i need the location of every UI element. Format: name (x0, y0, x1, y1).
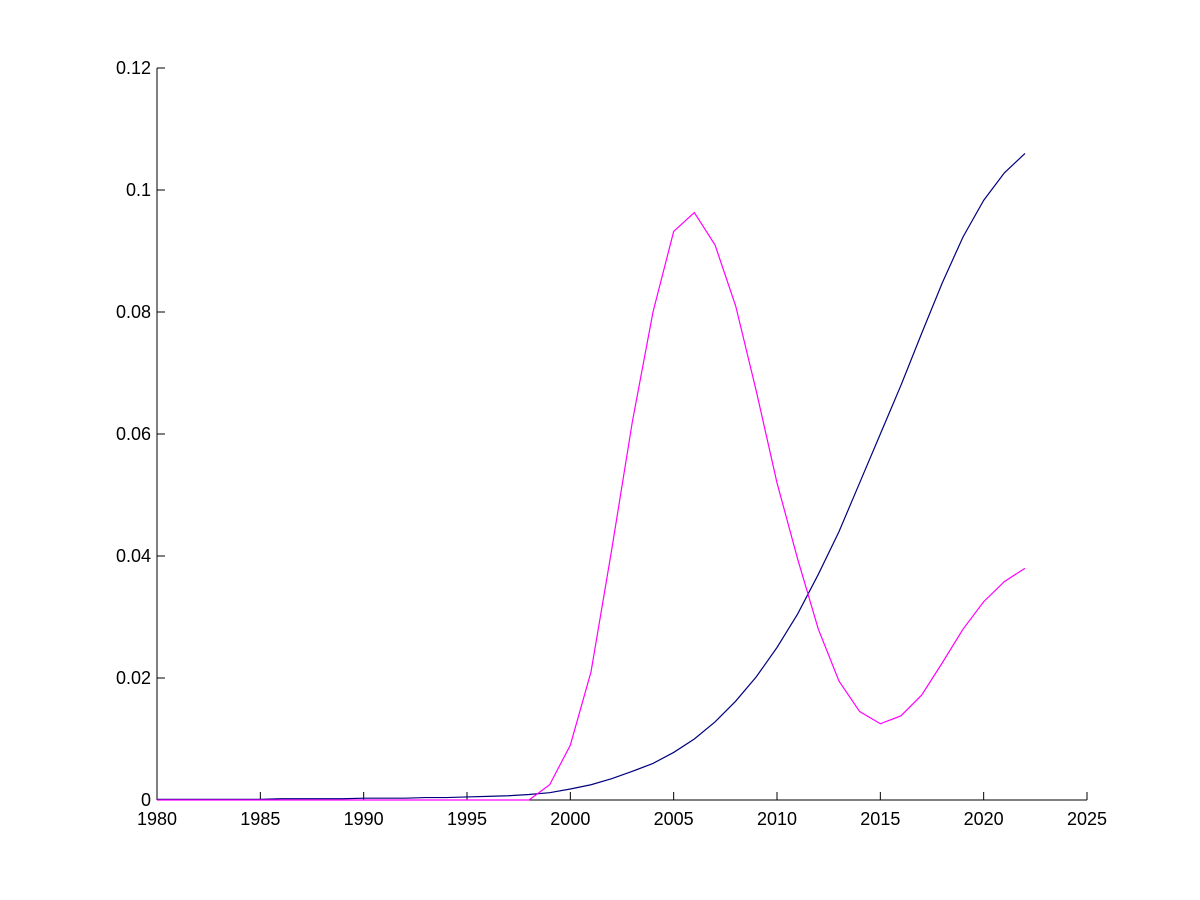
y-tick-label: 0.12 (116, 58, 151, 78)
y-tick-label: 0.08 (116, 302, 151, 322)
y-tick-label: 0 (141, 790, 151, 810)
x-tick-label: 2010 (757, 809, 797, 829)
y-tick-label: 0.02 (116, 668, 151, 688)
x-tick-label: 2005 (654, 809, 694, 829)
y-tick-label: 0.06 (116, 424, 151, 444)
x-tick-label: 2020 (964, 809, 1004, 829)
x-tick-label: 1995 (447, 809, 487, 829)
x-tick-label: 1980 (137, 809, 177, 829)
y-tick-label: 0.04 (116, 546, 151, 566)
x-tick-label: 1990 (344, 809, 384, 829)
x-tick-label: 2025 (1067, 809, 1107, 829)
x-tick-label: 1985 (240, 809, 280, 829)
data-line (157, 211, 1026, 801)
data-line (157, 152, 1026, 800)
x-tick-label: 2000 (550, 809, 590, 829)
x-tick-label: 2015 (860, 809, 900, 829)
y-tick-label: 0.1 (126, 180, 151, 200)
